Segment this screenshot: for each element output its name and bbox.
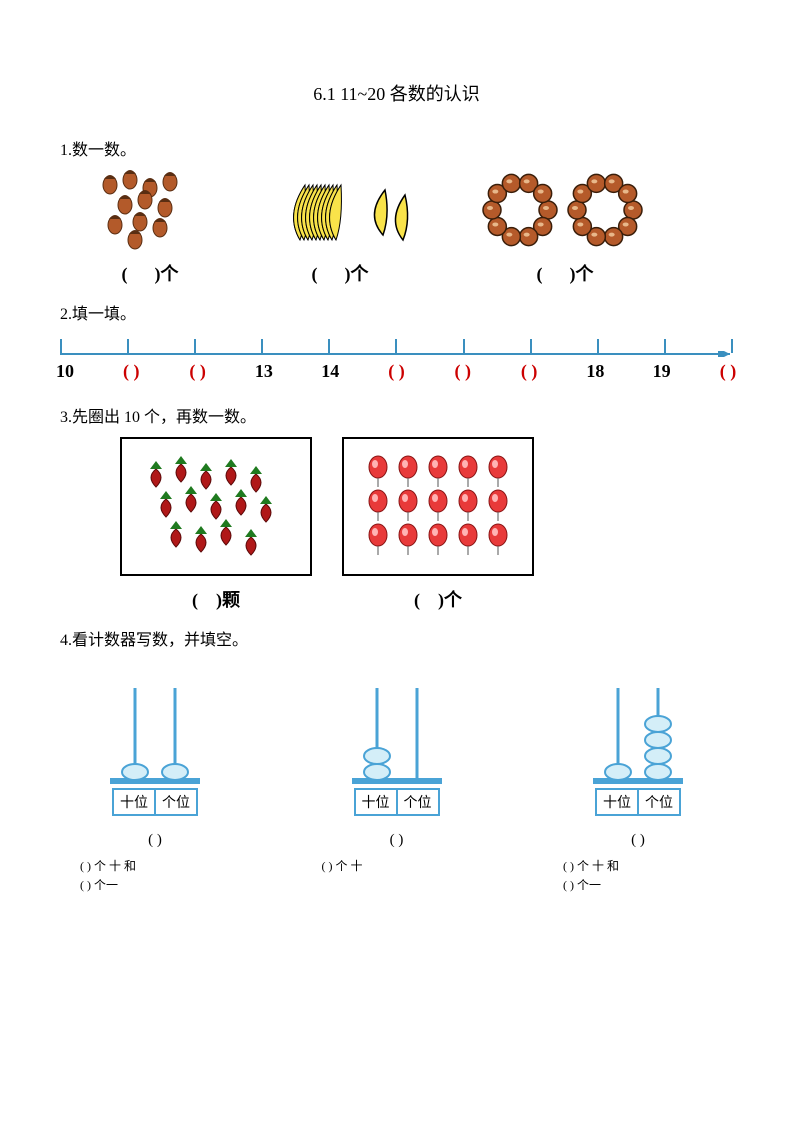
q4-desc-1: ( ) 个 十 和 ( ) 个一 bbox=[80, 857, 230, 895]
beads-icon bbox=[470, 170, 660, 250]
q4-ans-1: ( ) bbox=[148, 832, 162, 849]
q4-ans-3: ( ) bbox=[631, 832, 645, 849]
abacus-icon-1 bbox=[100, 678, 210, 788]
abacus-1: 十位 个位 ( ) ( ) 个 十 和 ( ) 个一 bbox=[70, 668, 240, 895]
place-labels-2: 十位 个位 bbox=[354, 788, 440, 816]
q3-balloons: ( )个 bbox=[342, 437, 534, 612]
number-line: 10( )( )1314( )( )( )1819( ) bbox=[60, 339, 733, 389]
q2-prompt: 2.填一填。 bbox=[60, 300, 733, 324]
page-title: 6.1 11~20 各数的认识 bbox=[60, 80, 733, 106]
bananas-icon bbox=[255, 170, 425, 250]
q4-ans-2: ( ) bbox=[390, 832, 404, 849]
q4-row: 十位 个位 ( ) ( ) 个 十 和 ( ) 个一 十位 个位 ( ) ( )… bbox=[60, 668, 733, 895]
q3-prompt: 3.先圈出 10 个，再数一数。 bbox=[60, 403, 733, 427]
acorns-icon bbox=[90, 170, 210, 250]
q1-acorns: ( )个 bbox=[90, 170, 210, 286]
q4-prompt: 4.看计数器写数，并填空。 bbox=[60, 626, 733, 650]
tens-label: 十位 bbox=[114, 790, 154, 814]
abacus-2: 十位 个位 ( ) ( ) 个 十 bbox=[312, 668, 482, 895]
place-labels-1: 十位 个位 bbox=[112, 788, 198, 816]
place-labels-3: 十位 个位 bbox=[595, 788, 681, 816]
abacus-icon-2 bbox=[342, 678, 452, 788]
q3-blank-1: ( )颗 bbox=[192, 586, 240, 612]
q4-desc-3: ( ) 个 十 和 ( ) 个一 bbox=[563, 857, 713, 895]
balloons-icon bbox=[358, 449, 518, 559]
q3-row: ( )颗 ( )个 bbox=[120, 437, 733, 612]
ones-label: 个位 bbox=[637, 790, 679, 814]
q1-bananas: ( )个 bbox=[255, 170, 425, 286]
ones-label: 个位 bbox=[154, 790, 196, 814]
q1-blank-3: ( )个 bbox=[537, 260, 594, 286]
tens-label: 十位 bbox=[356, 790, 396, 814]
q3-strawberries: ( )颗 bbox=[120, 437, 312, 612]
q1-blank-1: ( )个 bbox=[122, 260, 179, 286]
strawberries-icon bbox=[136, 449, 296, 559]
abacus-3: 十位 个位 ( ) ( ) 个 十 和 ( ) 个一 bbox=[553, 668, 723, 895]
q4-desc-2: ( ) 个 十 bbox=[322, 857, 472, 876]
ones-label: 个位 bbox=[396, 790, 438, 814]
q1-items: ( )个 ( )个 ( )个 bbox=[90, 170, 733, 286]
q1-prompt: 1.数一数。 bbox=[60, 136, 733, 160]
tens-label: 十位 bbox=[597, 790, 637, 814]
abacus-icon-3 bbox=[583, 678, 693, 788]
q1-blank-2: ( )个 bbox=[312, 260, 369, 286]
q3-blank-2: ( )个 bbox=[414, 586, 462, 612]
q1-beads: ( )个 bbox=[470, 170, 660, 286]
